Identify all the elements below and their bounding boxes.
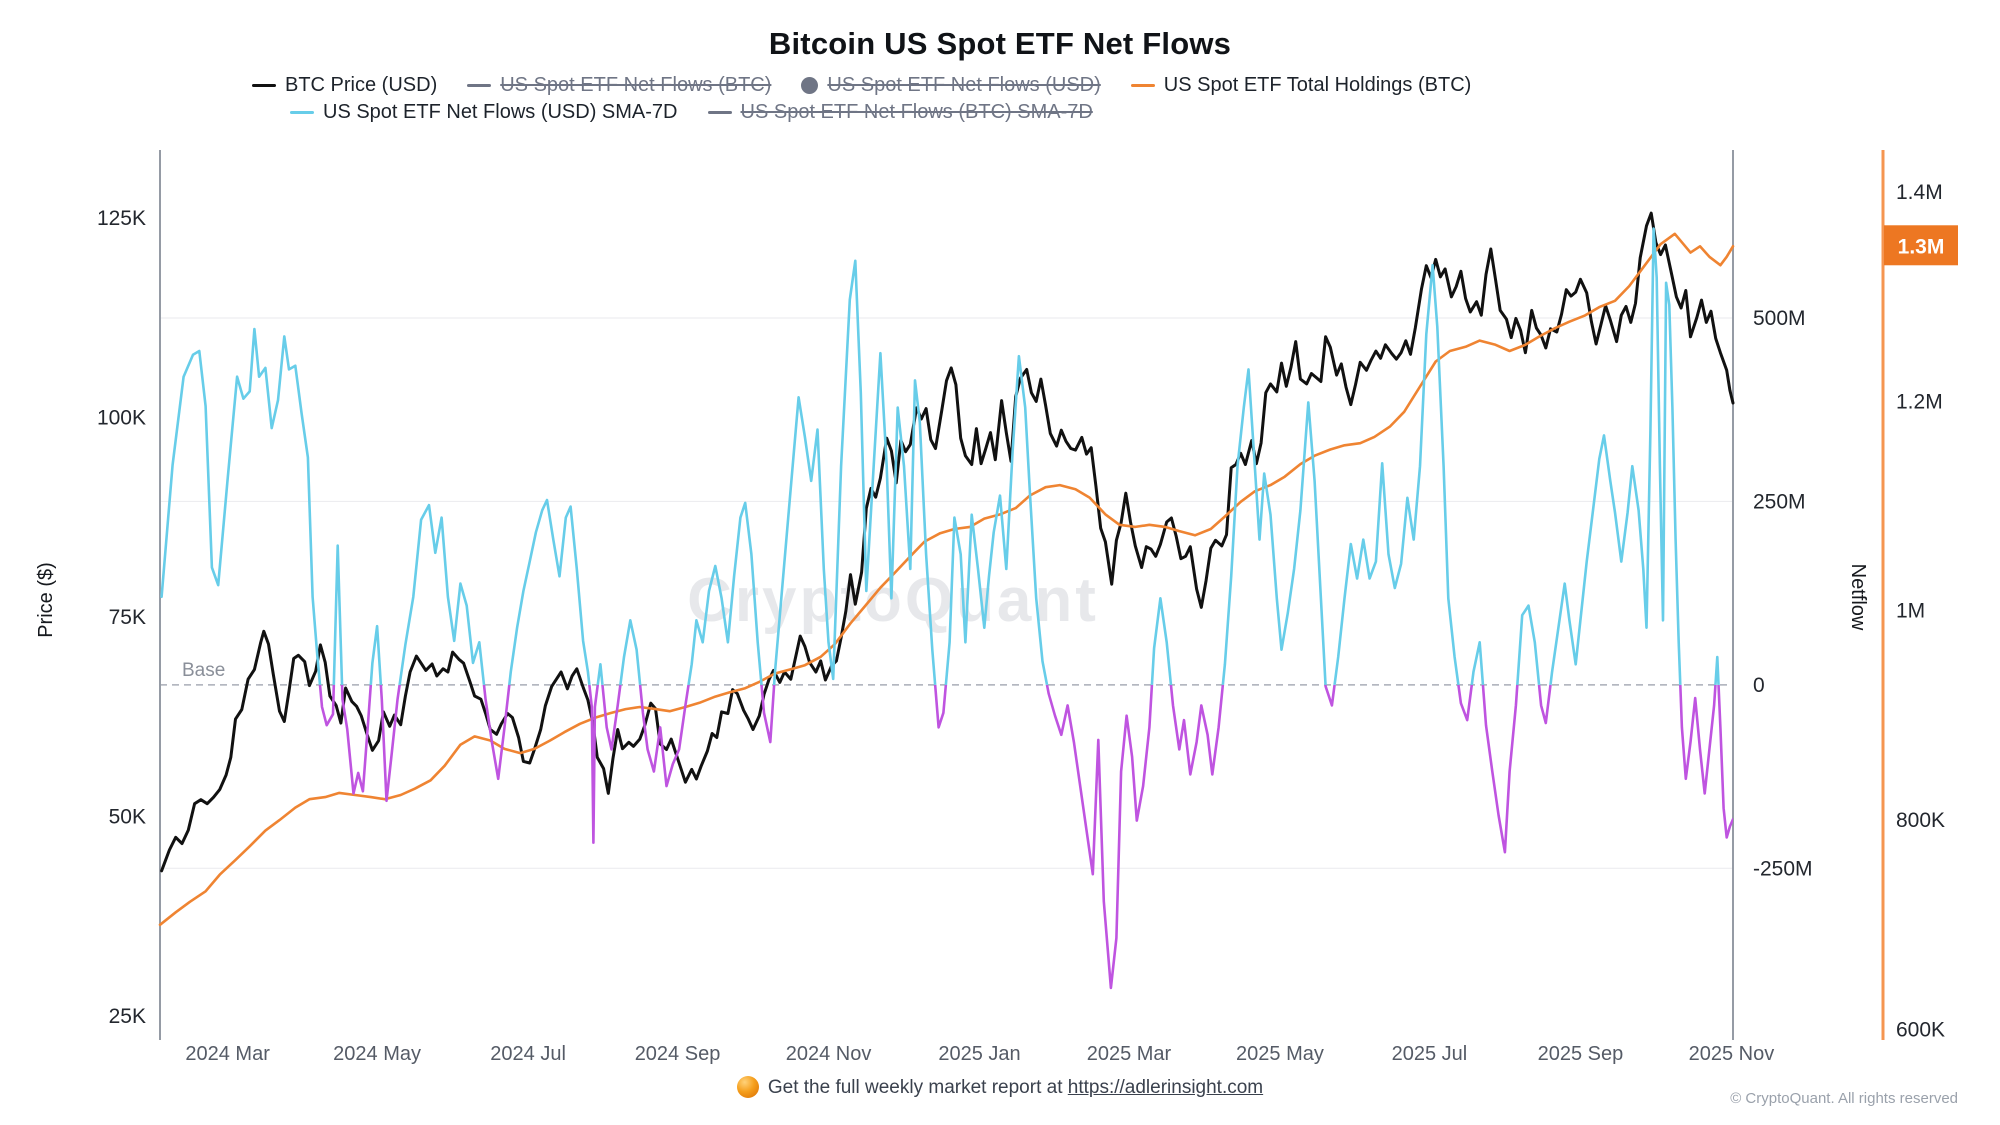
netflow-axis-tick-label: 250M bbox=[1753, 490, 1806, 513]
legend-item-label: BTC Price (USD) bbox=[285, 74, 438, 96]
legend-line-icon bbox=[467, 84, 492, 87]
legend-item-label: US Spot ETF Net Flows (USD) SMA-7D bbox=[323, 101, 678, 123]
legend-row-1: BTC Price (USD) US Spot ETF Net Flows (BT… bbox=[252, 74, 1471, 97]
x-axis-tick-label: 2024 Sep bbox=[635, 1043, 721, 1065]
legend-item-us-spot-etf-net-flows-usd-sma-7d[interactable]: US Spot ETF Net Flows (USD) SMA-7D bbox=[290, 101, 678, 124]
holdings-axis-tick-label: 600K bbox=[1896, 1019, 1945, 1042]
x-axis-tick-label: 2025 Sep bbox=[1538, 1043, 1624, 1065]
page-title: Bitcoin US Spot ETF Net Flows bbox=[768, 26, 1232, 61]
netflow-axis-tick-label: 500M bbox=[1753, 307, 1806, 330]
x-axis-tick-label: 2025 Mar bbox=[1087, 1043, 1172, 1065]
price-axis-tick-label: 25K bbox=[109, 1005, 146, 1028]
holdings-axis-tick-label: 1.2M bbox=[1896, 390, 1943, 413]
current-holdings-badge-label: 1.3M bbox=[1898, 235, 1945, 258]
copyright-text: © CryptoQuant. All rights reserved bbox=[1730, 1090, 1958, 1107]
orange-circle-icon bbox=[736, 1076, 759, 1098]
x-axis-tick-label: 2024 Mar bbox=[185, 1043, 270, 1065]
legend-item-us-spot-etf-net-flows-btc-sma-7d[interactable]: US Spot ETF Net Flows (BTC) SMA-7D bbox=[707, 101, 1093, 124]
x-axis-tick-label: 2025 May bbox=[1236, 1043, 1324, 1065]
series-us-spot-etf-total-holdings-btc-line bbox=[158, 232, 1735, 927]
legend-line-icon bbox=[707, 111, 732, 114]
x-axis-tick-label: 2025 Jul bbox=[1392, 1043, 1468, 1065]
legend-line-icon bbox=[252, 84, 276, 87]
legend-row-2: US Spot ETF Net Flows (USD) SMA-7D US Spo… bbox=[290, 101, 1093, 124]
netflow-axis-tick-label: -250M bbox=[1753, 857, 1813, 880]
series-btc-price-usd-line bbox=[160, 211, 1735, 873]
price-axis-label: Price ($) bbox=[35, 562, 57, 638]
base-label: Base bbox=[182, 660, 225, 681]
holdings-axis-tick-label: 800K bbox=[1896, 809, 1945, 832]
footer-report-text: Get the full weekly market report at bbox=[767, 1077, 1068, 1098]
netflow-axis-tick-label: 0 bbox=[1753, 674, 1765, 697]
netflow-axis-label: Netflow bbox=[1847, 564, 1869, 631]
legend-item-us-spot-etf-net-flows-btc[interactable]: US Spot ETF Net Flows (BTC) bbox=[467, 74, 771, 97]
x-axis-tick-label: 2024 Nov bbox=[786, 1043, 872, 1065]
x-axis-tick-label: 2025 Nov bbox=[1689, 1043, 1775, 1065]
legend-item-us-spot-etf-net-flows-usd[interactable]: US Spot ETF Net Flows (USD) bbox=[801, 74, 1101, 97]
current-holdings-badge bbox=[1884, 225, 1958, 266]
price-axis-tick-label: 75K bbox=[109, 606, 146, 629]
price-axis-tick-label: 125K bbox=[97, 207, 146, 230]
report-link[interactable]: https://adlerinsight.com bbox=[1067, 1077, 1264, 1098]
legend-dot-icon bbox=[801, 77, 819, 94]
price-axis-tick-label: 100K bbox=[97, 406, 146, 429]
legend-item-label: US Spot ETF Net Flows (BTC) bbox=[500, 74, 772, 96]
legend-item-label: US Spot ETF Net Flows (USD) bbox=[827, 74, 1101, 96]
series-us-spot-etf-net-flows-usd-sma-7d-positive-line bbox=[160, 227, 1720, 685]
x-axis-tick-label: 2024 May bbox=[333, 1043, 421, 1065]
legend-item-label: US Spot ETF Net Flows (BTC) SMA-7D bbox=[740, 101, 1093, 123]
legend-line-icon bbox=[1130, 84, 1155, 87]
x-axis-tick-label: 2024 Jul bbox=[490, 1043, 566, 1065]
legend-line-icon bbox=[290, 111, 314, 114]
legend-item-label: US Spot ETF Total Holdings (BTC) bbox=[1163, 74, 1472, 96]
holdings-axis-tick-label: 1M bbox=[1896, 600, 1925, 623]
legend-item-us-spot-etf-total-holdings-btc[interactable]: US Spot ETF Total Holdings (BTC) bbox=[1130, 74, 1472, 97]
footer-report-banner: Get the full weekly market report at htt… bbox=[0, 1076, 2000, 1099]
x-axis-tick-label: 2025 Jan bbox=[938, 1043, 1020, 1065]
price-axis-tick-label: 50K bbox=[109, 806, 146, 829]
legend-item-btc-price-usd[interactable]: BTC Price (USD) bbox=[252, 74, 437, 97]
holdings-axis-tick-label: 1.4M bbox=[1896, 181, 1943, 204]
